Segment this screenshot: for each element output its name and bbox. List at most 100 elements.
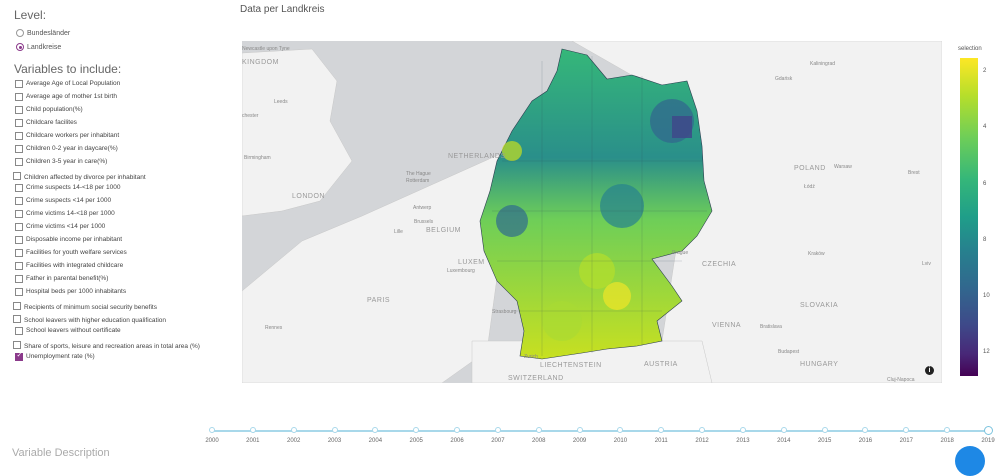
year-label[interactable]: 2019 — [981, 438, 995, 444]
year-slider-step[interactable] — [576, 427, 583, 433]
checkbox[interactable] — [15, 288, 23, 296]
variable-checkbox-row[interactable]: Share of sports, leisure and recreation … — [12, 340, 212, 353]
year-slider-step[interactable] — [372, 427, 379, 433]
year-label[interactable]: 2000 — [205, 438, 219, 444]
variable-checkbox-row[interactable]: School leavers without certificate — [12, 327, 212, 340]
checkbox[interactable] — [15, 275, 23, 283]
year-label[interactable]: 2013 — [736, 438, 750, 444]
year-label[interactable]: 2001 — [246, 438, 260, 444]
year-slider-step[interactable] — [209, 427, 215, 433]
checkbox[interactable] — [15, 145, 23, 153]
year-label[interactable]: 2016 — [858, 438, 873, 444]
year-label[interactable]: 2014 — [777, 438, 791, 444]
year-label[interactable]: 2010 — [613, 438, 628, 444]
checkbox[interactable] — [15, 106, 23, 114]
year-slider-handle[interactable] — [983, 425, 993, 435]
variable-checkbox-row[interactable]: Child population(%) — [12, 106, 212, 119]
radio-button[interactable] — [16, 29, 24, 37]
variable-checkbox-row[interactable]: Recipients of minimum social security be… — [12, 301, 212, 314]
choropleth-map[interactable]: Newcastle upon Tyne KINGDOM Leeds cheste… — [242, 41, 942, 383]
year-slider-step[interactable] — [944, 427, 951, 433]
year-label[interactable]: 2006 — [450, 438, 464, 444]
variable-checkbox-row[interactable]: Crime suspects <14 per 1000 — [12, 197, 212, 210]
year-slider-step[interactable] — [249, 427, 256, 433]
region-wuerttemberg[interactable] — [542, 301, 582, 341]
year-slider-step[interactable] — [699, 427, 706, 433]
checkbox[interactable] — [15, 327, 23, 335]
variable-checkbox-row[interactable]: Facilities with integrated childcare — [12, 262, 212, 275]
variable-checkbox-row[interactable]: Facilities for youth welfare services — [12, 249, 212, 262]
checkbox[interactable] — [15, 93, 23, 101]
variable-checkbox-row[interactable]: Children 3-5 year in care(%) — [12, 158, 212, 171]
variable-checkbox-row[interactable]: Childcare facilites — [12, 119, 212, 132]
checkbox[interactable] — [15, 119, 23, 127]
year-slider-step[interactable] — [862, 427, 869, 433]
region-uckermark[interactable] — [672, 116, 692, 138]
year-label[interactable]: 2015 — [817, 438, 832, 444]
year-label[interactable]: 2018 — [940, 438, 954, 444]
year-label[interactable]: 2007 — [491, 438, 505, 444]
year-label[interactable]: 2017 — [899, 438, 913, 444]
year-slider-step[interactable] — [821, 427, 828, 433]
variable-checkbox-row[interactable]: Average Age of Local Population — [12, 80, 212, 93]
variable-checkbox-row[interactable]: Crime victims 14-<18 per 1000 — [12, 210, 212, 223]
year-slider-step[interactable] — [494, 427, 501, 433]
year-slider-step[interactable] — [413, 427, 420, 433]
region-ruhr[interactable] — [496, 205, 528, 237]
year-slider-step[interactable] — [658, 427, 665, 433]
region-upper-palatinate[interactable] — [603, 282, 631, 310]
map-canvas[interactable] — [242, 41, 942, 383]
year-slider-step[interactable] — [290, 427, 297, 433]
variable-checkbox-row[interactable]: School leavers with higher education qua… — [12, 314, 212, 327]
year-label[interactable]: 2011 — [654, 438, 668, 444]
year-slider-step[interactable] — [535, 427, 542, 433]
radio-button[interactable] — [16, 43, 24, 51]
variable-checkbox-row[interactable]: Average age of mother 1st birth — [12, 93, 212, 106]
region-franconia[interactable] — [579, 253, 615, 289]
year-label[interactable]: 2003 — [327, 438, 342, 444]
floating-action-button[interactable] — [955, 446, 985, 476]
checkbox[interactable] — [15, 184, 23, 192]
region-saxony-anhalt[interactable] — [600, 184, 644, 228]
variable-checkbox-row[interactable]: Childcare workers per inhabitant — [12, 132, 212, 145]
checkbox[interactable] — [15, 236, 23, 244]
variable-checkbox-row[interactable]: Father in parental benefit(%) — [12, 275, 212, 288]
checkbox[interactable] — [15, 197, 23, 205]
year-label[interactable]: 2005 — [409, 438, 423, 444]
variable-checkbox-row[interactable]: Hospital beds per 1000 inhabitants — [12, 288, 212, 301]
checkbox[interactable] — [13, 341, 21, 349]
year-slider-track[interactable] — [212, 430, 989, 432]
checkbox[interactable] — [15, 132, 23, 140]
year-label[interactable]: 2012 — [695, 438, 709, 444]
checkbox[interactable] — [15, 223, 23, 231]
variable-checkbox-row[interactable]: Children affected by divorce per inhabit… — [12, 171, 212, 184]
radio-bundeslaender[interactable]: Bundesländer — [16, 28, 212, 38]
checkbox[interactable] — [13, 172, 21, 180]
checkbox[interactable] — [15, 158, 23, 166]
year-slider-step[interactable] — [617, 427, 624, 433]
year-slider-step[interactable] — [739, 427, 746, 433]
variable-checkbox-row[interactable]: Unemployment rate (%) — [12, 352, 212, 366]
variable-checkbox-row[interactable]: Crime victims <14 per 1000 — [12, 223, 212, 236]
year-slider-step[interactable] — [903, 427, 910, 433]
year-slider-step[interactable] — [331, 427, 338, 433]
checkbox[interactable] — [15, 249, 23, 257]
info-icon[interactable]: i — [925, 366, 934, 375]
region-emsland[interactable] — [502, 141, 522, 161]
year-label[interactable]: 2002 — [286, 438, 301, 444]
checkbox[interactable] — [15, 210, 23, 218]
checkbox[interactable] — [13, 302, 21, 310]
variable-checkbox-row[interactable]: Children 0-2 year in daycare(%) — [12, 145, 212, 158]
variable-checkbox-row[interactable]: Crime suspects 14-<18 per 1000 — [12, 184, 212, 197]
year-label[interactable]: 2008 — [532, 438, 546, 444]
year-slider-step[interactable] — [780, 427, 787, 433]
checkbox[interactable] — [15, 262, 23, 270]
variable-checkbox-row[interactable]: Disposable income per inhabitant — [12, 236, 212, 249]
year-label[interactable]: 2004 — [368, 438, 383, 444]
checkbox[interactable] — [15, 80, 23, 88]
checkbox[interactable] — [13, 315, 21, 323]
radio-landkreise[interactable]: Landkreise — [16, 42, 212, 52]
checkbox[interactable] — [15, 352, 23, 361]
year-label[interactable]: 2009 — [572, 438, 587, 444]
year-slider-step[interactable] — [454, 427, 461, 433]
